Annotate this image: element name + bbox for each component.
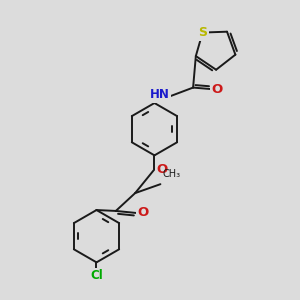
Text: S: S	[198, 26, 207, 39]
Text: O: O	[156, 163, 167, 176]
Text: Cl: Cl	[90, 269, 103, 282]
Text: HN: HN	[150, 88, 169, 101]
Text: CH₃: CH₃	[163, 169, 181, 179]
Text: O: O	[212, 82, 223, 96]
Text: O: O	[137, 206, 149, 219]
